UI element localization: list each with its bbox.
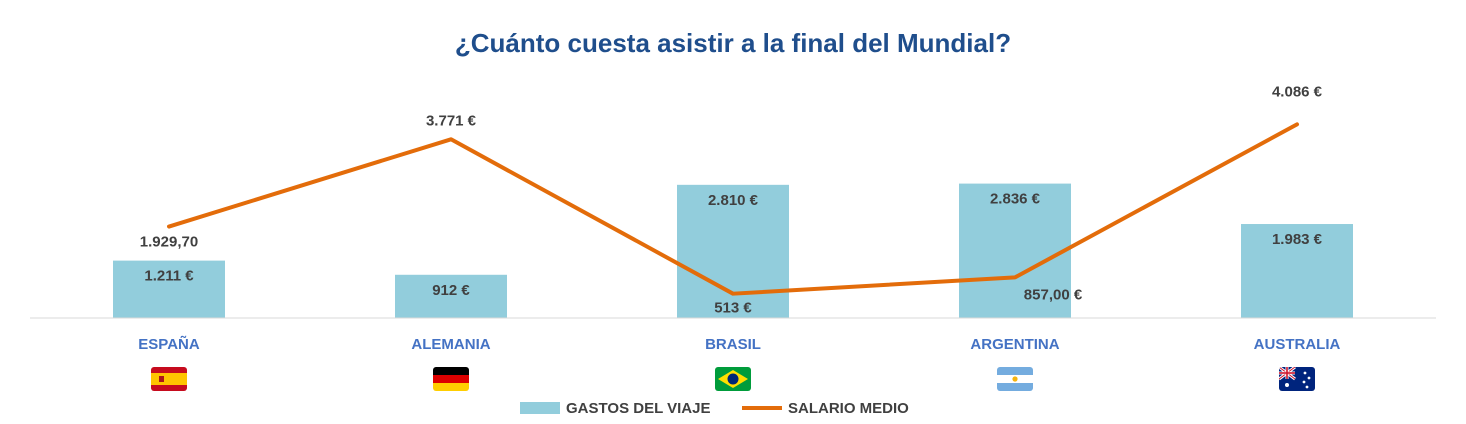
flag-germany-icon xyxy=(433,367,469,391)
legend-label-salario: SALARIO MEDIO xyxy=(788,400,909,417)
bar-value-label-australia: 1.983 € xyxy=(1272,231,1323,248)
data-labels: 1.211 € 912 € 2.810 € 2.836 € 1.983 € 1.929,7… xyxy=(140,83,1323,316)
category-label-alemania: ALEMANIA xyxy=(411,336,490,353)
category-label-australia: AUSTRALIA xyxy=(1254,336,1341,353)
bar-argentina xyxy=(959,183,1071,318)
legend-swatch-gastos xyxy=(520,402,560,414)
line-series xyxy=(167,122,1299,296)
flag-brazil-icon xyxy=(715,367,751,391)
category-label-argentina: ARGENTINA xyxy=(970,336,1059,353)
bar-españa xyxy=(113,260,225,318)
bar-value-label-argentina: 2.836 € xyxy=(990,191,1041,208)
bar-series xyxy=(113,183,1353,318)
bar-value-label-alemania: 912 € xyxy=(432,282,470,299)
category-labels: ESPAÑA ALEMANIA BRASIL ARGENTINA AUSTRALIA xyxy=(138,335,1340,353)
category-label-brasil: BRASIL xyxy=(705,336,761,353)
line-value-label-australia: 4.086 € xyxy=(1272,83,1323,100)
line-value-label-españa: 1.929,70 xyxy=(140,234,198,251)
flag-argentina-icon xyxy=(997,367,1033,391)
bar-value-label-brasil: 2.810 € xyxy=(708,192,759,209)
line-value-label-argentina: 857,00 € xyxy=(1024,286,1083,303)
flag-spain-icon xyxy=(151,367,187,391)
bar-value-label-españa: 1.211 € xyxy=(144,268,194,285)
legend-label-gastos: GASTOS DEL VIAJE xyxy=(566,400,711,417)
line-value-label-brasil: 513 € xyxy=(714,300,752,317)
chart-title: ¿Cuánto cuesta asistir a la final del Mu… xyxy=(455,28,1011,58)
bar-brasil xyxy=(677,184,789,318)
category-label-españa: ESPAÑA xyxy=(138,335,200,353)
flags xyxy=(151,367,1315,391)
flag-australia-icon xyxy=(1279,367,1315,391)
bar-alemania xyxy=(395,274,507,318)
line-value-label-alemania: 3.771 € xyxy=(426,112,477,129)
bar-australia xyxy=(1241,224,1353,318)
legend: GASTOS DEL VIAJE SALARIO MEDIO xyxy=(520,400,909,417)
